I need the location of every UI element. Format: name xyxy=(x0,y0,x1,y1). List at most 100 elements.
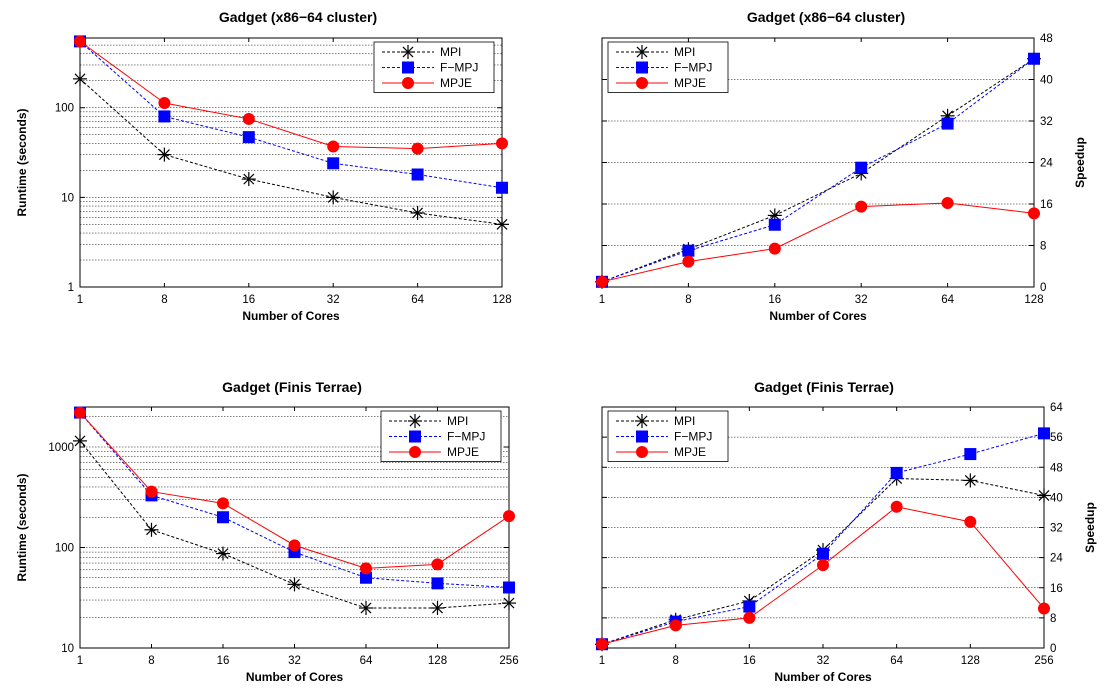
legend-marker xyxy=(409,430,421,443)
data-point xyxy=(669,619,682,632)
legend-label: MPI xyxy=(674,414,695,428)
x-tick-label: 1 xyxy=(77,294,83,306)
data-point xyxy=(74,35,86,48)
y-tick-label: 64 xyxy=(1050,402,1063,414)
data-point xyxy=(73,71,87,86)
x-axis-label: Number of Cores xyxy=(769,309,867,323)
y-tick-label: 8 xyxy=(1050,613,1056,625)
x-tick-label: 1 xyxy=(599,655,605,667)
plot-frame xyxy=(79,37,503,288)
series-line xyxy=(79,41,503,189)
data-point xyxy=(768,218,781,231)
chart-title: Gadget (Finis Terrae) xyxy=(754,379,894,395)
data-point xyxy=(359,601,373,616)
data-point xyxy=(682,255,695,268)
y-tick-label: 100 xyxy=(55,103,74,115)
y-tick-label: 16 xyxy=(1050,583,1063,595)
series-line xyxy=(79,78,503,225)
data-point xyxy=(817,547,829,560)
data-point xyxy=(502,596,516,611)
data-point xyxy=(496,181,508,194)
legend-label: MPJE xyxy=(674,76,706,90)
x-tick-label: 8 xyxy=(148,655,154,667)
data-point xyxy=(327,140,340,153)
chart-title: Gadget (x86−64 cluster) xyxy=(219,9,377,25)
y-tick-label: 1 xyxy=(68,282,74,294)
x-tick-label: 8 xyxy=(685,294,691,306)
x-tick-label: 128 xyxy=(961,655,980,667)
data-point xyxy=(503,581,515,594)
y-tick-label: 32 xyxy=(1050,523,1063,535)
chart-title: Gadget (x86−64 cluster) xyxy=(747,9,905,25)
legend-label: MPI xyxy=(440,45,461,59)
x-tick-label: 256 xyxy=(499,655,518,667)
data-point xyxy=(326,190,341,205)
legend-marker xyxy=(636,446,648,458)
chart-title: Gadget (Finis Terrae) xyxy=(222,379,362,395)
data-point xyxy=(1038,427,1050,440)
data-point xyxy=(855,161,868,174)
data-point xyxy=(496,137,508,150)
x-tick-label: 128 xyxy=(428,655,447,667)
legend-label: MPJE xyxy=(447,445,479,459)
data-point xyxy=(74,406,86,419)
series-line xyxy=(601,202,1035,283)
x-tick-label: 16 xyxy=(768,294,781,306)
x-tick-label: 16 xyxy=(242,294,255,306)
y-tick-label: 16 xyxy=(1040,199,1053,211)
data-point xyxy=(144,522,159,537)
series-mpi xyxy=(73,433,516,616)
data-point xyxy=(360,562,372,575)
data-point xyxy=(941,196,954,209)
y-tick-label: 56 xyxy=(1050,432,1063,444)
gridlines xyxy=(602,436,1044,619)
data-point xyxy=(327,157,340,170)
series-mpje xyxy=(74,35,508,155)
data-point xyxy=(431,577,444,590)
y-tick-label: 32 xyxy=(1040,116,1053,128)
y-axis-label: Runtime (seconds) xyxy=(15,473,29,581)
data-point xyxy=(157,147,172,162)
y-tick-label: 40 xyxy=(1040,75,1053,87)
x-tick-label: 1 xyxy=(77,655,83,667)
x-tick-label: 16 xyxy=(217,655,230,667)
data-point xyxy=(430,601,445,616)
data-point xyxy=(964,448,977,461)
data-point xyxy=(1028,207,1040,220)
x-tick-label: 32 xyxy=(288,655,301,667)
data-point xyxy=(855,200,868,213)
data-point xyxy=(288,539,301,552)
y-tick-label: 0 xyxy=(1050,643,1056,655)
y-tick-label: 0 xyxy=(1040,282,1046,294)
x-tick-label: 8 xyxy=(161,294,167,306)
legend-marker xyxy=(636,61,648,74)
legend-marker xyxy=(635,45,649,59)
legend-marker xyxy=(402,61,414,74)
data-point xyxy=(287,577,302,592)
data-point xyxy=(890,500,903,513)
chart-panel-1: Gadget (x86−64 cluster) 1 8 16 32 64 128 Number… xyxy=(15,9,512,323)
y-axis-label: Speedup xyxy=(1083,502,1097,553)
x-axis-label: Number of Cores xyxy=(242,309,340,323)
legend-marker xyxy=(636,430,648,443)
data-point xyxy=(158,96,171,109)
data-point xyxy=(503,510,515,523)
legend-marker xyxy=(408,414,422,428)
y-tick-label: 10 xyxy=(61,643,74,655)
x-axis-label: Number of Cores xyxy=(774,670,872,684)
data-point xyxy=(73,433,87,448)
series-line xyxy=(601,432,1045,645)
x-tick-label: 128 xyxy=(492,294,511,306)
data-point xyxy=(964,515,977,528)
legend-label: MPI xyxy=(674,45,695,59)
series-line xyxy=(79,40,503,150)
series-line xyxy=(601,58,1035,283)
y-tick-label: 40 xyxy=(1050,492,1063,504)
gridlines xyxy=(602,79,1034,246)
data-point xyxy=(963,473,978,488)
y-tick-label: 48 xyxy=(1040,33,1053,45)
series-mpi xyxy=(73,71,509,232)
